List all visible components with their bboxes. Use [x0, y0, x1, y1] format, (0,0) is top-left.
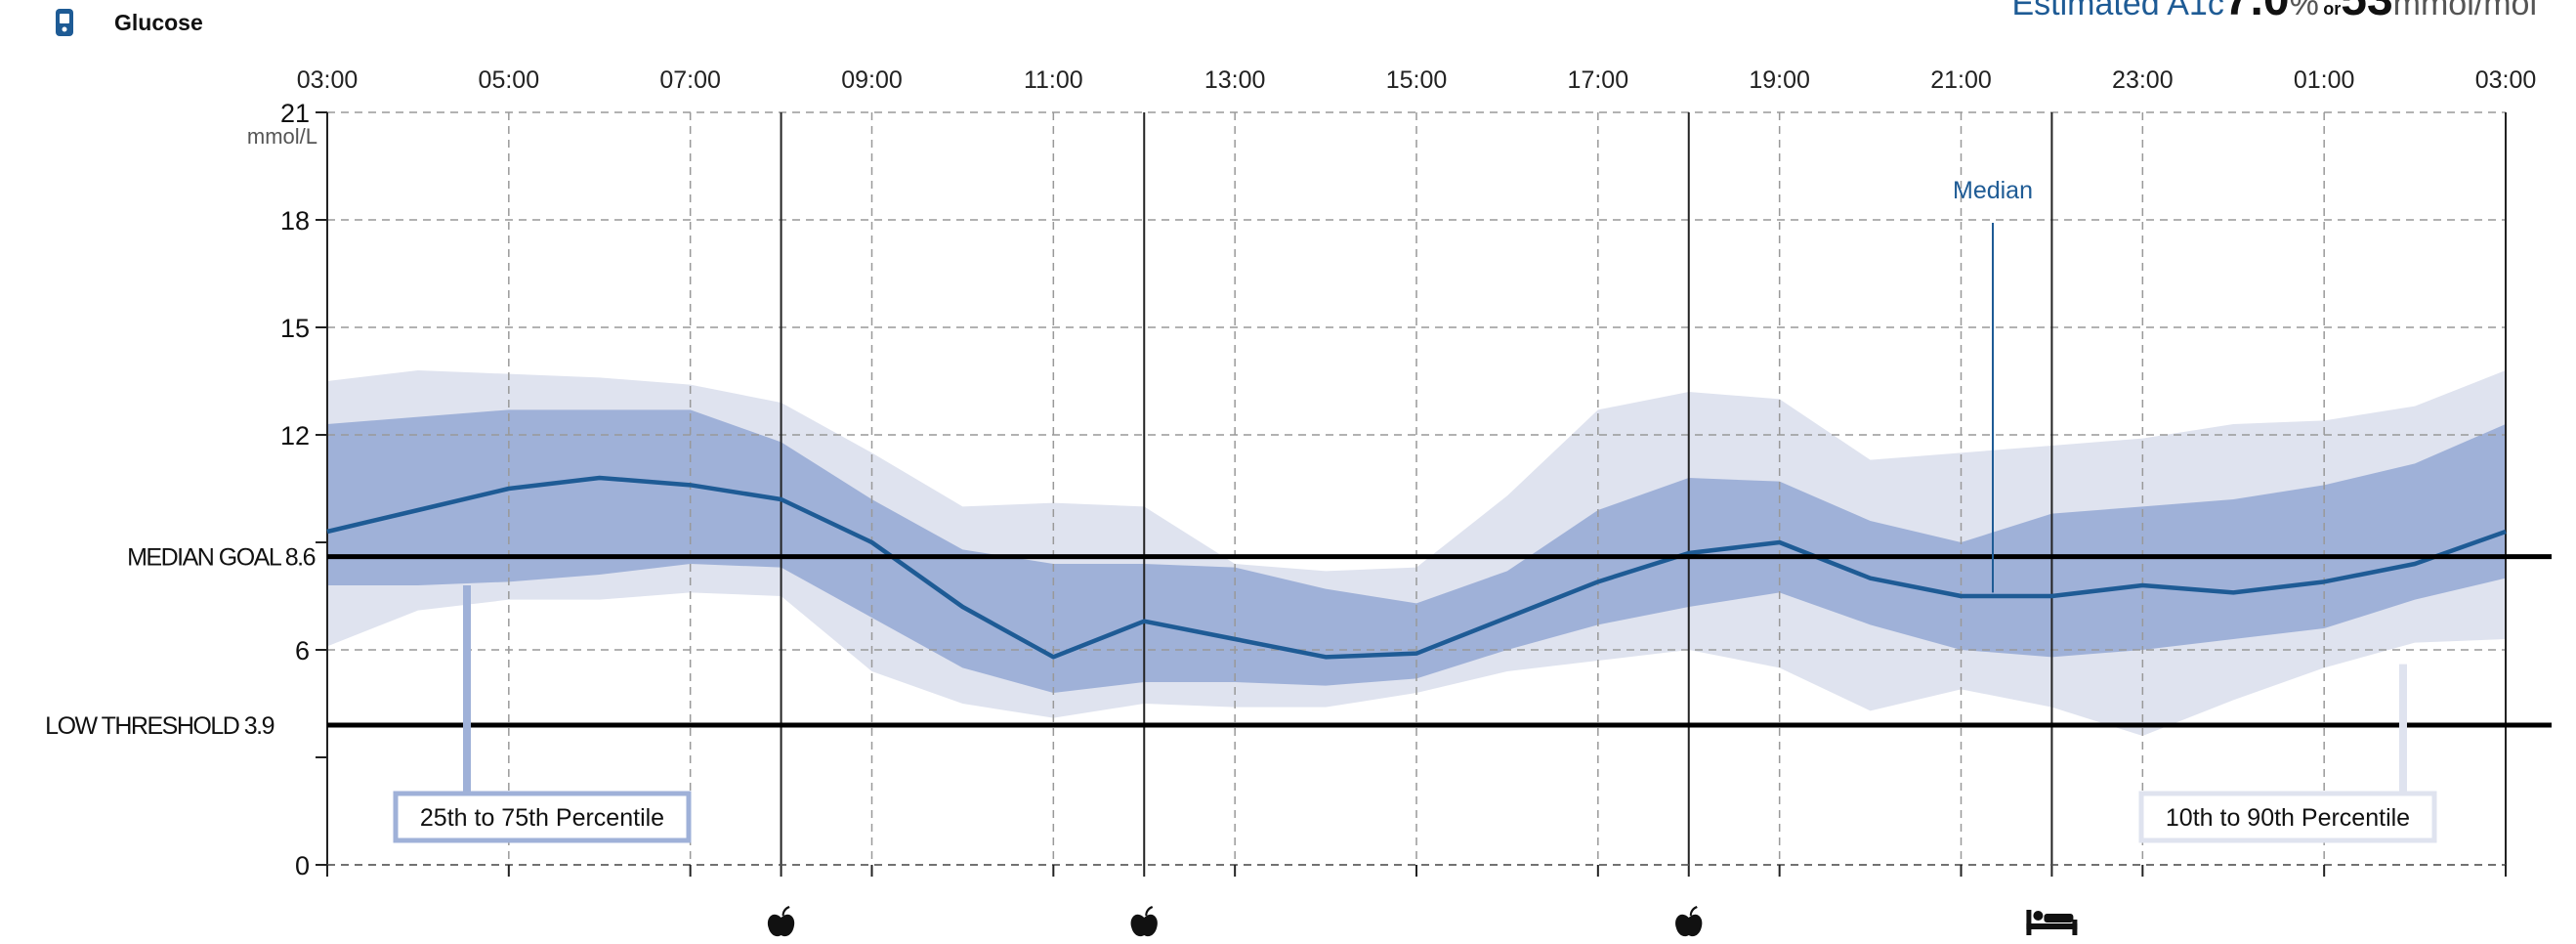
x-tick-label: 11:00	[1024, 66, 1083, 94]
a1c-mmol-unit: mmol/mol	[2392, 0, 2537, 22]
x-tick-label: 01:00	[2294, 66, 2355, 94]
bed-head	[2026, 910, 2032, 935]
x-tick-label: 23:00	[2112, 66, 2174, 94]
a1c-mmol-value: 53	[2341, 0, 2392, 25]
band-10-90-callout-box	[2138, 791, 2437, 843]
apple-icon	[1675, 906, 1703, 937]
apple-leaf	[1689, 906, 1698, 916]
median-goal-label: MEDIAN GOAL 8.6	[127, 544, 316, 572]
y-tick-label: 21	[280, 99, 310, 128]
x-tick-label: 15:00	[1386, 66, 1448, 94]
a1c-percent-value: 7.0	[2224, 0, 2290, 25]
chart-header: Glucose	[54, 8, 203, 37]
x-tick-label: 05:00	[479, 66, 540, 94]
x-tick-label: 03:00	[297, 66, 359, 94]
metric-label: Glucose	[114, 9, 203, 35]
apple-body	[767, 914, 795, 937]
x-tick-label: 13:00	[1204, 66, 1266, 94]
x-tick-label: 07:00	[659, 66, 721, 94]
median-annotation: Median	[1953, 177, 2033, 204]
y-tick-label: 6	[295, 636, 310, 665]
x-tick-label: 19:00	[1749, 66, 1810, 94]
bed-blanket	[2044, 914, 2074, 923]
apple-body	[1130, 914, 1158, 937]
apple-leaf	[1145, 906, 1154, 916]
apple-icon	[1130, 906, 1158, 937]
bed-foot	[2072, 920, 2078, 935]
x-tick-label: 09:00	[841, 66, 903, 94]
x-tick-label: 17:00	[1568, 66, 1629, 94]
x-tick-label: 21:00	[1930, 66, 1992, 94]
y-tick-label: 18	[280, 206, 310, 236]
estimated-a1c: Estimated A1c7.0% or53mmol/mol	[2012, 0, 2538, 26]
glucose-meter-icon	[56, 9, 73, 36]
y-tick-label: 15	[280, 314, 310, 343]
y-tick-label: 0	[295, 851, 310, 880]
a1c-percent-unit: %	[2289, 0, 2319, 22]
y-axis-unit: mmol/L	[247, 124, 317, 149]
bed-icon	[2026, 910, 2078, 935]
band-25-75-callout: 25th to 75th Percentile	[420, 804, 664, 832]
apple-leaf	[781, 906, 790, 916]
y-tick-label: 12	[280, 421, 310, 451]
x-tick-label: 03:00	[2475, 66, 2537, 94]
apple-body	[1675, 914, 1703, 937]
apple-icon	[767, 906, 795, 937]
band-25-75-callout-box	[393, 791, 692, 843]
a1c-label: Estimated A1c	[2011, 0, 2224, 22]
bed-base	[2026, 923, 2078, 929]
bed-pillow	[2033, 911, 2044, 921]
a1c-or: or	[2323, 0, 2342, 19]
low-threshold-label: LOW THRESHOLD 3.9	[45, 712, 274, 740]
band-10-90-callout: 10th to 90th Percentile	[2166, 804, 2410, 832]
median-line	[326, 475, 2507, 660]
